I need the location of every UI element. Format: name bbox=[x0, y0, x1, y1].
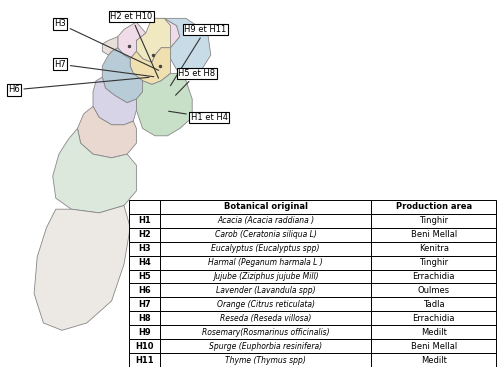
Bar bbox=[129, 339, 160, 353]
Bar bbox=[129, 255, 160, 269]
Polygon shape bbox=[118, 22, 146, 59]
Text: Orange (Citrus reticulata): Orange (Citrus reticulata) bbox=[216, 300, 314, 309]
Bar bbox=[372, 297, 496, 311]
Text: H5 et H8: H5 et H8 bbox=[176, 69, 216, 95]
Bar bbox=[129, 200, 160, 214]
Text: H5: H5 bbox=[138, 272, 150, 281]
Polygon shape bbox=[149, 18, 180, 48]
Bar bbox=[129, 228, 160, 241]
Text: Production area: Production area bbox=[396, 202, 472, 211]
Text: Oulmes: Oulmes bbox=[418, 286, 450, 295]
Polygon shape bbox=[136, 18, 170, 62]
Text: Botanical original: Botanical original bbox=[224, 202, 308, 211]
Text: Carob (Ceratonia siliqua L): Carob (Ceratonia siliqua L) bbox=[214, 230, 316, 239]
Bar bbox=[372, 241, 496, 255]
Text: Jujube (Ziziphus jujube Mill): Jujube (Ziziphus jujube Mill) bbox=[213, 272, 318, 281]
Text: Medilt: Medilt bbox=[421, 356, 446, 364]
Bar bbox=[129, 241, 160, 255]
Polygon shape bbox=[164, 18, 211, 73]
Bar bbox=[160, 297, 372, 311]
Text: H6: H6 bbox=[138, 286, 150, 295]
Bar bbox=[129, 214, 160, 228]
Text: H9 et H11: H9 et H11 bbox=[170, 25, 226, 86]
Text: Errachidia: Errachidia bbox=[412, 314, 455, 323]
Text: Lavender (Lavandula spp): Lavender (Lavandula spp) bbox=[216, 286, 316, 295]
Polygon shape bbox=[102, 48, 142, 103]
Bar bbox=[372, 325, 496, 339]
Text: Beni Mellal: Beni Mellal bbox=[410, 342, 457, 350]
Text: Rosemary(Rosmarinus officinalis): Rosemary(Rosmarinus officinalis) bbox=[202, 328, 330, 337]
Text: Reseda (Reseda villosa): Reseda (Reseda villosa) bbox=[220, 314, 312, 323]
Text: H7: H7 bbox=[138, 300, 150, 309]
Bar bbox=[372, 228, 496, 241]
Bar bbox=[160, 283, 372, 297]
Text: Eucalyptus (Eucalyptus spp): Eucalyptus (Eucalyptus spp) bbox=[212, 244, 320, 253]
Bar bbox=[372, 311, 496, 325]
Bar bbox=[129, 283, 160, 297]
Text: Medilt: Medilt bbox=[421, 328, 446, 337]
Text: Tinghir: Tinghir bbox=[419, 216, 448, 225]
Text: H1 et H4: H1 et H4 bbox=[168, 111, 228, 122]
Bar bbox=[160, 241, 372, 255]
Text: H9: H9 bbox=[138, 328, 150, 337]
Bar bbox=[129, 325, 160, 339]
Text: Spurge (Euphorbia resinifera): Spurge (Euphorbia resinifera) bbox=[209, 342, 322, 350]
Bar bbox=[160, 339, 372, 353]
Text: H3: H3 bbox=[138, 244, 150, 253]
Bar bbox=[372, 283, 496, 297]
Text: Tadla: Tadla bbox=[423, 300, 444, 309]
Text: H8: H8 bbox=[138, 314, 150, 323]
Bar bbox=[160, 269, 372, 283]
Polygon shape bbox=[34, 206, 130, 330]
Bar bbox=[160, 325, 372, 339]
Bar bbox=[160, 353, 372, 367]
Text: Acacia (Acacia raddiana ): Acacia (Acacia raddiana ) bbox=[217, 216, 314, 225]
Text: Tinghir: Tinghir bbox=[419, 258, 448, 267]
Bar bbox=[160, 255, 372, 269]
Text: Kenitra: Kenitra bbox=[419, 244, 449, 253]
Text: H3: H3 bbox=[54, 19, 158, 70]
Bar bbox=[129, 297, 160, 311]
Text: H4: H4 bbox=[138, 258, 150, 267]
Polygon shape bbox=[52, 128, 136, 213]
Text: Beni Mellal: Beni Mellal bbox=[410, 230, 457, 239]
Bar bbox=[129, 353, 160, 367]
Text: H11: H11 bbox=[135, 356, 154, 364]
Bar bbox=[160, 200, 372, 214]
Bar bbox=[129, 269, 160, 283]
Bar bbox=[372, 339, 496, 353]
Polygon shape bbox=[102, 37, 118, 55]
Bar bbox=[372, 214, 496, 228]
Text: Thyme (Thymus spp): Thyme (Thymus spp) bbox=[225, 356, 306, 364]
Text: H7: H7 bbox=[54, 60, 154, 77]
Bar bbox=[372, 269, 496, 283]
Bar bbox=[160, 228, 372, 241]
Bar bbox=[372, 353, 496, 367]
Text: H2 et H10: H2 et H10 bbox=[110, 12, 158, 78]
Text: Errachidia: Errachidia bbox=[412, 272, 455, 281]
Bar bbox=[372, 200, 496, 214]
Polygon shape bbox=[78, 106, 136, 158]
Polygon shape bbox=[136, 73, 192, 136]
Text: H1: H1 bbox=[138, 216, 150, 225]
Text: Harmal (Peganum harmala L ): Harmal (Peganum harmala L ) bbox=[208, 258, 323, 267]
Polygon shape bbox=[130, 48, 170, 84]
Bar bbox=[160, 311, 372, 325]
Text: H6: H6 bbox=[8, 77, 149, 94]
Bar bbox=[129, 311, 160, 325]
Polygon shape bbox=[93, 77, 136, 125]
Text: H10: H10 bbox=[135, 342, 154, 350]
Bar bbox=[372, 255, 496, 269]
Bar bbox=[160, 214, 372, 228]
Text: H2: H2 bbox=[138, 230, 150, 239]
